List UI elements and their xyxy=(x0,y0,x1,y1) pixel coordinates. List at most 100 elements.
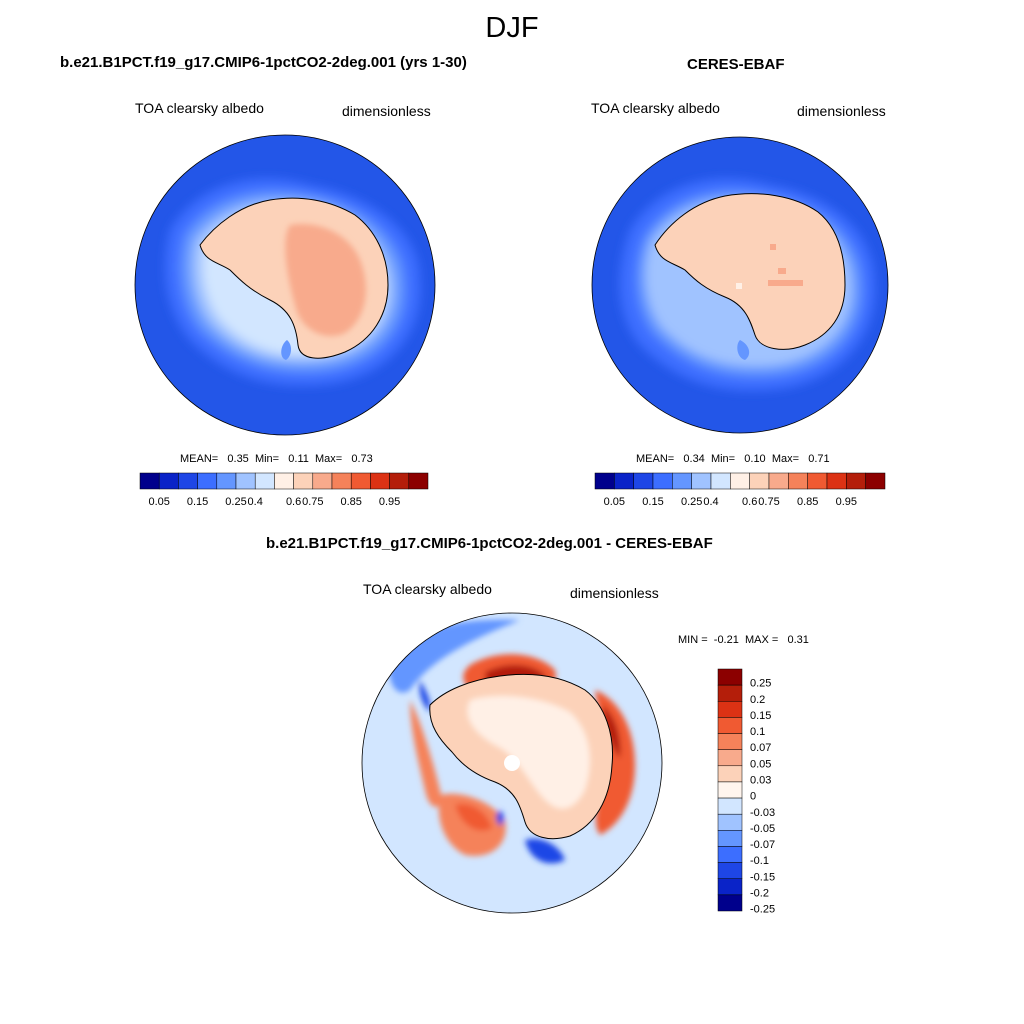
colorbar-swatch xyxy=(749,472,770,490)
mean-value: 0.34 xyxy=(683,453,705,465)
colorbar-swatch xyxy=(216,472,237,490)
colorbar-swatch xyxy=(788,472,808,490)
colorbar-swatch xyxy=(717,797,743,815)
colorbar-swatch xyxy=(158,472,179,490)
colorbar-swatch xyxy=(768,472,789,490)
panel-model-title: b.e21.B1PCT.f19_g17.CMIP6-1pctCO2-2deg.0… xyxy=(60,54,467,71)
colorbar-swatch xyxy=(717,717,743,734)
colorbar-tick-label: 0.25 xyxy=(750,678,771,690)
colorbar-swatch xyxy=(652,472,673,490)
colorbar-swatch xyxy=(807,472,828,490)
colorbar-swatch xyxy=(717,846,743,863)
colorbar-swatch xyxy=(717,878,743,896)
panel-model-stats: MEAN= 0.35 Min= 0.11 Max= 0.73 xyxy=(180,453,373,465)
colorbar-swatch xyxy=(717,765,743,783)
colorbar-swatch xyxy=(717,668,743,686)
colorbar-swatch xyxy=(717,781,743,799)
colorbar-swatch xyxy=(691,472,712,490)
coastline-diff xyxy=(429,673,614,840)
colorbar-tick-label: -0.2 xyxy=(750,887,769,899)
colorbar-swatch xyxy=(594,472,615,490)
mean-value: 0.35 xyxy=(227,453,249,465)
colorbar-tick-label: 0.1 xyxy=(750,726,765,738)
colorbar-swatch xyxy=(717,862,743,879)
min-value: -0.21 xyxy=(713,634,739,646)
panel-diff-stats: MIN = -0.21 MAX = 0.31 xyxy=(678,634,809,646)
colorbar-tick-label: -0.07 xyxy=(750,839,775,851)
colorbar-swatch xyxy=(139,472,160,490)
colorbar-swatch xyxy=(633,472,654,490)
min-label: Min= xyxy=(710,453,736,465)
colorbar-swatch xyxy=(717,894,743,912)
max-value: 0.71 xyxy=(808,453,830,465)
colorbar-tick-label: -0.05 xyxy=(750,823,775,835)
colorbar-swatch xyxy=(717,813,743,831)
colorbar-swatch xyxy=(254,472,275,490)
colorbar-tick-label: 0.05 xyxy=(604,496,625,508)
colorbar-tick-label: 0.4 xyxy=(703,496,718,508)
colorbar-swatch xyxy=(826,472,847,490)
min-value: 0.11 xyxy=(288,453,309,465)
colorbar-tick-label: 0.2 xyxy=(750,694,765,706)
colorbar-tick-label: 0.03 xyxy=(750,775,771,787)
panel-obs-title: CERES-EBAF xyxy=(687,56,785,73)
panel-diff-title: b.e21.B1PCT.f19_g17.CMIP6-1pctCO2-2deg.0… xyxy=(266,535,713,552)
colorbar-tick-label: 0.15 xyxy=(187,496,208,508)
map-model-border xyxy=(134,134,436,436)
colorbar-swatch xyxy=(717,733,743,750)
figure-title: DJF xyxy=(485,12,539,44)
colorbar-swatch xyxy=(614,472,634,490)
colorbar-swatch xyxy=(846,472,866,490)
colorbar-tick-label: 0.6 xyxy=(286,496,301,508)
colorbar-tick-label: 0.85 xyxy=(340,496,361,508)
colorbar-tick-label: 0 xyxy=(750,791,756,803)
colorbar-swatch xyxy=(717,701,743,718)
colorbar-tick-label: 0.25 xyxy=(681,496,702,508)
colorbar-tick-label: 0.4 xyxy=(248,496,263,508)
colorbar-swatch xyxy=(730,472,750,490)
max-label: Max= xyxy=(771,453,800,465)
map-diff xyxy=(362,613,662,913)
colorbar-tick-label: 0.25 xyxy=(225,496,246,508)
colorbar-swatch xyxy=(274,472,294,490)
max-label: MAX = xyxy=(744,634,779,646)
colorbar-tick-label: 0.15 xyxy=(750,710,771,722)
colorbar-swatch xyxy=(672,472,692,490)
colorbar-tick-label: 0.75 xyxy=(302,496,323,508)
colorbar-swatch xyxy=(710,472,731,490)
colorbar-swatch xyxy=(865,472,886,490)
colorbar-tick-label: 0.15 xyxy=(642,496,663,508)
colorbar-tick-label: -0.1 xyxy=(750,855,769,867)
colorbar-swatch xyxy=(293,472,314,490)
map-obs-border xyxy=(591,136,889,434)
map-model xyxy=(135,135,435,435)
colorbar-swatch xyxy=(312,472,333,490)
colorbar-swatch xyxy=(235,472,256,490)
max-value: 0.73 xyxy=(351,453,373,465)
colorbar-swatch xyxy=(389,472,410,490)
colorbar-swatch xyxy=(331,472,352,490)
mean-label: MEAN= xyxy=(636,453,675,465)
map-diff-border xyxy=(361,612,663,914)
min-value: 0.10 xyxy=(744,453,766,465)
colorbar-diff: 0.25 0.2 0.15 0.1 0.07 0.05 0.03 0 -0.03 -0.05 -0.… xyxy=(717,668,775,916)
panel-diff-variable: TOA clearsky albedo xyxy=(363,581,492,597)
colorbar-tick-label: 0.95 xyxy=(379,496,400,508)
colorbar-tick-label: 0.85 xyxy=(797,496,818,508)
colorbar-swatch xyxy=(717,830,743,847)
colorbar-tick-label: 0.05 xyxy=(750,758,771,770)
colorbar-tick-label: -0.03 xyxy=(750,807,775,819)
colorbar-swatch xyxy=(717,684,743,702)
colorbar-swatch xyxy=(717,749,743,767)
mean-label: MEAN= xyxy=(180,453,219,465)
colorbar-tick-label: 0.95 xyxy=(836,496,857,508)
panel-model-variable: TOA clearsky albedo xyxy=(135,100,264,116)
panel-obs-variable: TOA clearsky albedo xyxy=(591,100,720,116)
colorbar-swatch xyxy=(370,472,390,490)
max-label: Max= xyxy=(314,453,343,465)
panel-diff-units: dimensionless xyxy=(570,585,659,601)
panel-obs-units: dimensionless xyxy=(797,103,886,119)
colorbar-tick-label: 0.6 xyxy=(742,496,757,508)
coastline-model xyxy=(199,197,389,359)
colorbar-tick-label: -0.25 xyxy=(750,904,775,916)
